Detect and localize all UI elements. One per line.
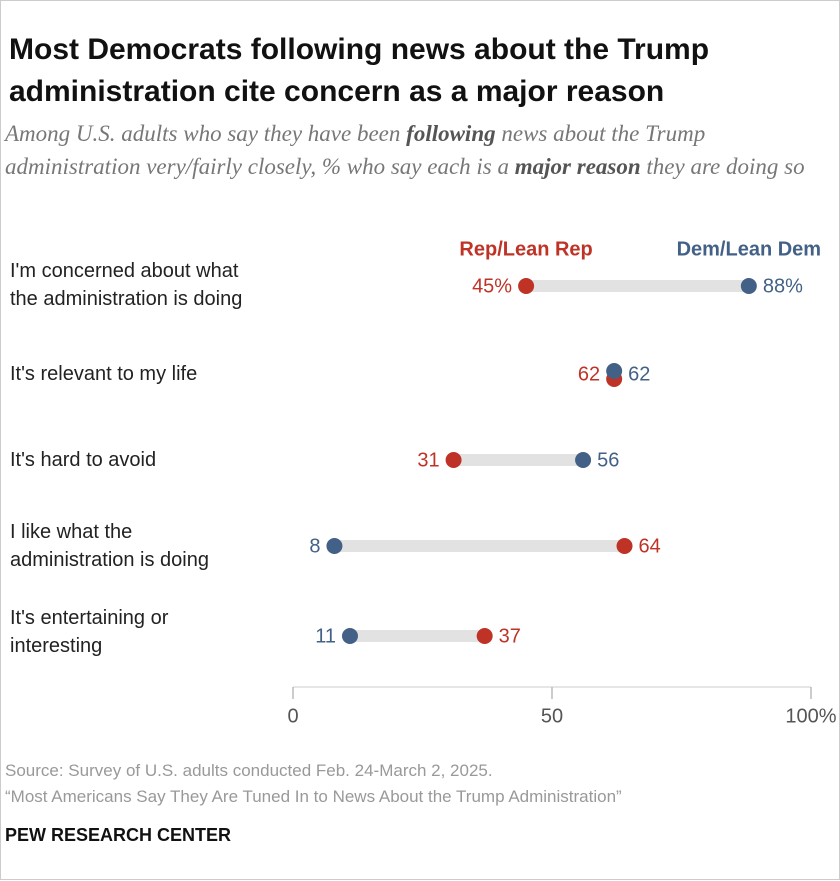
source: Source: Survey of U.S. adults conducted …: [5, 761, 493, 780]
dot: [606, 363, 623, 379]
x-tick-label: 50: [541, 705, 563, 727]
dot: [518, 278, 535, 294]
value-label: 64: [639, 535, 661, 557]
dot: [476, 628, 493, 644]
x-tick-label: 100%: [785, 705, 836, 727]
legend-label: Dem/Lean Dem: [677, 238, 822, 260]
dot: [326, 538, 343, 554]
dot: [341, 628, 358, 644]
value-label: 88%: [763, 275, 803, 297]
subtitle-run: Among U.S. adults who say they have been: [5, 121, 407, 146]
dot: [740, 278, 757, 294]
value-label: 45%: [472, 275, 512, 297]
subtitle-run: they are doing so: [640, 154, 805, 179]
subtitle-run: following: [406, 121, 496, 146]
x-tick-label: 0: [287, 705, 298, 727]
value-label: 62: [578, 363, 600, 385]
subtitle-run: news about the Trump administration very…: [5, 121, 706, 179]
dot: [575, 452, 592, 468]
chart-subtitle: Among U.S. adults who say they have been…: [5, 117, 805, 183]
value-label: 8: [309, 535, 320, 557]
category-label: It's relevant to my life: [10, 363, 198, 385]
category-label: I'm concerned about what the administrat…: [10, 260, 243, 310]
value-label: 62: [628, 363, 650, 385]
category-label: I like what the administration is doing: [10, 521, 209, 571]
legend-label: Rep/Lean Rep: [459, 238, 592, 260]
chart-title: Most Democrats following news about the …: [9, 33, 710, 108]
value-label: 56: [597, 449, 619, 471]
value-label: 11: [315, 625, 336, 647]
category-label: It's entertaining or interesting: [10, 607, 169, 657]
credit: PEW RESEARCH CENTER: [5, 825, 232, 845]
subtitle-run: major reason: [514, 154, 641, 179]
dot: [616, 538, 633, 554]
value-label: 31: [417, 449, 439, 471]
value-label: 37: [499, 625, 521, 647]
category-label: It's hard to avoid: [10, 449, 157, 471]
note: “Most Americans Say They Are Tuned In to…: [5, 787, 622, 806]
dot: [445, 452, 462, 468]
